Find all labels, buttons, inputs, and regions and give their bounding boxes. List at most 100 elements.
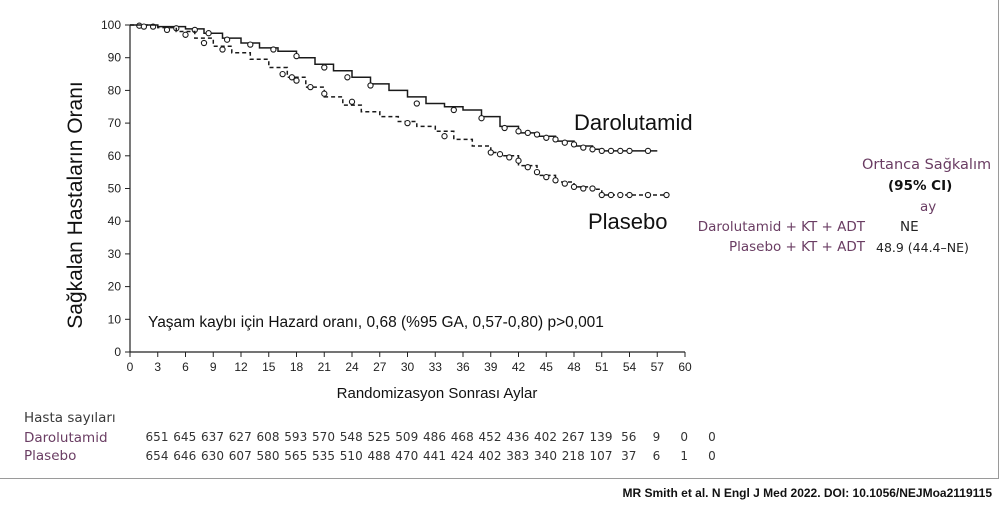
censor-mark [288,74,296,81]
risk-cell: 510 [339,449,363,463]
y-tick-label: 80 [108,83,122,97]
censor-mark [441,133,448,140]
risk-table-header: Hasta sayıları [24,410,116,426]
risk-cell: 580 [256,449,280,463]
censor-mark [321,64,328,71]
x-tick-label: 18 [290,360,304,374]
censor-mark [607,147,615,155]
series-group-plasebo [130,23,670,199]
risk-cell: 402 [534,430,557,444]
censor-mark [589,146,596,153]
censor-mark [644,147,652,155]
censor-mark [413,100,420,107]
y-tick-label: 60 [108,149,122,163]
risk-cell: 107 [589,449,613,463]
censor-mark [570,141,578,148]
censor-mark [219,46,226,53]
y-tick-label: 30 [108,247,122,261]
x-tick-label: 12 [234,360,248,374]
censor-mark [205,30,212,37]
censor-mark [200,39,208,47]
censor-mark [589,185,596,192]
x-tick-label: 54 [623,360,637,374]
y-tick-label: 0 [114,345,121,359]
risk-cell: 637 [201,430,224,444]
legend-row-plasebo-label: Plasebo + KT + ADT [728,239,865,255]
censor-mark [501,124,508,132]
hazard-ratio-annotation: Yaşam kaybı için Hazard oranı, 0,68 (%95… [148,314,604,331]
risk-cell: 452 [478,430,502,444]
x-tick-label: 9 [210,360,217,374]
censor-mark [450,106,457,114]
censor-mark [247,41,254,48]
censor-mark [182,31,189,38]
y-axis-title: Sağkalan Hastaların Oranı [64,81,87,328]
risk-cell: 570 [312,430,335,444]
x-tick-label: 36 [456,360,470,374]
risk-cell: 436 [506,430,530,444]
risk-cell: 0 [708,449,716,463]
censor-mark [293,52,300,60]
risk-cell: 424 [450,449,474,463]
censor-mark [348,98,356,105]
legend-row-plasebo-value: 48.9 (44.4–NE) [876,240,969,255]
axes: 0 3 6 9 12 15 18 21 24 27 30 33 36 39 42 45 48 51 54 57 6001… [101,18,692,374]
figure-frame [0,0,999,479]
y-tick-label: 90 [108,51,122,65]
x-tick-label: 33 [429,360,443,374]
censor-mark [607,191,615,199]
x-tick-label: 60 [678,360,692,374]
censor-mark [293,77,300,84]
risk-row-name-darolutamid: Darolutamid [24,430,108,446]
x-tick-label: 27 [373,360,387,374]
risk-cell: 525 [367,430,391,444]
risk-cell: 486 [423,430,446,444]
legend-row-darolutamid-value: NE [900,219,919,235]
risk-cell: 402 [478,449,502,463]
series-label-plasebo: Plasebo [588,209,668,234]
km-chart: 0 3 6 9 12 15 18 21 24 27 30 33 36 39 42 45 48 51 54 57 6001… [64,18,693,402]
censor-mark [524,129,531,137]
risk-cell: 468 [450,430,474,444]
censor-mark [598,191,605,199]
x-tick-label: 3 [154,360,161,374]
legend-row-darolutamid-label: Darolutamid + KT + ADT [697,219,865,235]
censor-mark [524,164,531,171]
censor-mark [223,36,231,43]
x-tick-label: 6 [182,360,189,374]
citation: MR Smith et al. N Engl J Med 2022. DOI: … [622,486,993,500]
risk-cell: 646 [173,449,197,463]
censor-mark [321,90,328,97]
risk-cell: 548 [339,430,363,444]
censor-mark [552,177,559,184]
censor-mark [626,191,633,199]
risk-cell: 488 [367,449,391,463]
series-group-darolutamid [130,22,658,155]
censor-mark [561,180,568,187]
y-tick-label: 10 [108,312,122,326]
x-tick-label: 51 [595,360,609,374]
censor-mark [163,26,171,34]
risk-cell: 6 [652,449,661,463]
series-label-darolutamid: Darolutamid [574,110,693,135]
risk-cell: 139 [589,430,613,444]
risk-cell: 0 [708,430,716,444]
censor-mark [543,173,550,181]
risk-cell: 37 [621,449,637,463]
risk-cell: 218 [561,449,585,463]
risk-cell: 0 [680,430,689,444]
risk-cell: 607 [228,449,252,463]
legend-title: Ortanca Sağkalım [862,157,992,173]
x-tick-label: 24 [345,360,359,374]
risk-cell: 509 [395,430,419,444]
risk-cell: 593 [284,430,308,444]
censor-mark [506,154,513,161]
censor-mark [140,23,148,30]
risk-cell: 1 [680,449,689,463]
censor-mark [580,144,587,151]
risk-cell: 535 [312,449,335,463]
censor-mark [487,149,494,156]
censor-mark [543,134,550,141]
x-axis-title: Randomizasyon Sonrası Aylar [337,385,538,402]
censor-mark [570,183,578,191]
